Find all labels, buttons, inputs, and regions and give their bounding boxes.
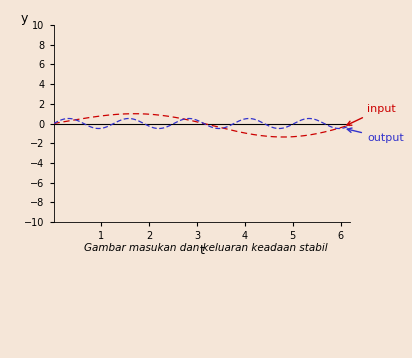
- Text: Gambar masukan dan keluaran keadaan stabil: Gambar masukan dan keluaran keadaan stab…: [84, 243, 328, 253]
- Y-axis label: y: y: [20, 12, 28, 25]
- Text: input: input: [347, 104, 396, 125]
- X-axis label: t: t: [199, 244, 204, 257]
- Text: output: output: [347, 128, 404, 143]
